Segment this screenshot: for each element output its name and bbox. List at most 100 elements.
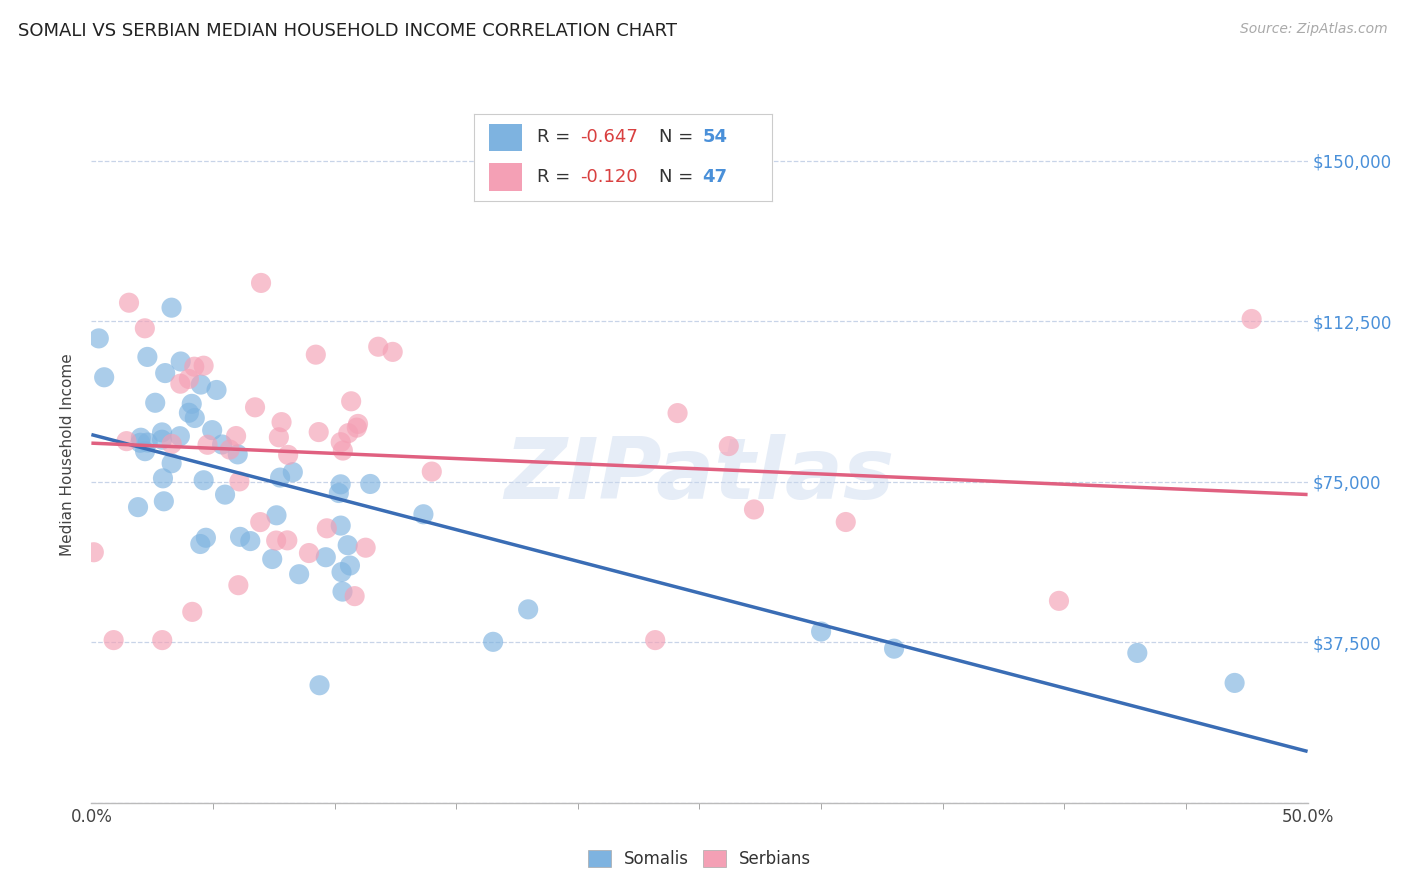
Point: [188, 537, 211, 551]
Point: [298, 546, 321, 560]
Point: [329, 477, 352, 491]
Point: [305, 348, 328, 362]
Point: [330, 565, 353, 579]
Point: [308, 678, 330, 692]
Point: [194, 531, 217, 545]
Point: [337, 426, 360, 441]
Point: [229, 530, 252, 544]
Point: [644, 633, 666, 648]
Point: [153, 366, 176, 380]
Point: [169, 429, 191, 443]
Point: [412, 508, 434, 522]
Point: [115, 434, 138, 449]
Text: SOMALI VS SERBIAN MEDIAN HOUSEHOLD INCOME CORRELATION CHART: SOMALI VS SERBIAN MEDIAN HOUSEHOLD INCOM…: [18, 22, 678, 40]
Point: [276, 533, 298, 548]
Point: [127, 500, 149, 515]
Point: [288, 567, 311, 582]
Point: [93, 370, 115, 384]
Point: [277, 448, 299, 462]
Point: [134, 444, 156, 458]
Point: [239, 534, 262, 549]
Point: [336, 538, 359, 552]
Point: [340, 394, 363, 409]
Point: [332, 584, 354, 599]
Point: [160, 437, 183, 451]
Point: [1047, 594, 1070, 608]
Point: [742, 502, 765, 516]
Point: [214, 487, 236, 501]
Point: [347, 417, 370, 431]
Point: [267, 430, 290, 444]
Point: [129, 431, 152, 445]
Point: [225, 429, 247, 443]
Point: [243, 401, 266, 415]
Text: Source: ZipAtlas.com: Source: ZipAtlas.com: [1240, 22, 1388, 37]
Point: [249, 515, 271, 529]
Point: [381, 344, 404, 359]
Point: [228, 475, 250, 489]
Point: [250, 276, 273, 290]
Point: [160, 456, 183, 470]
Point: [354, 541, 377, 555]
Point: [160, 301, 183, 315]
Point: [339, 558, 361, 573]
Point: [136, 435, 159, 450]
Point: [193, 359, 215, 373]
Point: [169, 376, 191, 391]
Point: [134, 321, 156, 335]
Point: [87, 331, 110, 345]
Point: [315, 550, 337, 565]
Point: [315, 521, 337, 535]
Point: [228, 578, 250, 592]
Point: [359, 477, 381, 491]
Point: [143, 396, 166, 410]
Point: [118, 295, 141, 310]
Point: [170, 354, 193, 368]
Point: [177, 406, 200, 420]
Point: [1126, 646, 1149, 660]
Point: [197, 438, 219, 452]
Point: [193, 473, 215, 487]
Point: [332, 443, 354, 458]
Legend: Somalis, Serbians: Somalis, Serbians: [581, 843, 818, 874]
Point: [190, 377, 212, 392]
Point: [346, 420, 368, 434]
Point: [270, 415, 292, 429]
Point: [218, 442, 240, 457]
Point: [153, 494, 176, 508]
Point: [150, 433, 173, 447]
Point: [308, 425, 330, 439]
Text: ZIPatlas: ZIPatlas: [505, 434, 894, 517]
Point: [883, 641, 905, 656]
Point: [136, 350, 159, 364]
Point: [269, 470, 291, 484]
Point: [281, 465, 304, 479]
Point: [367, 340, 389, 354]
Point: [201, 423, 224, 437]
Point: [183, 359, 205, 374]
Point: [150, 633, 173, 648]
Point: [666, 406, 689, 420]
Point: [181, 605, 204, 619]
Point: [152, 471, 174, 485]
Point: [262, 552, 284, 566]
Point: [482, 635, 505, 649]
Point: [343, 589, 366, 603]
Point: [180, 397, 202, 411]
Point: [329, 518, 352, 533]
Point: [328, 486, 350, 500]
Point: [264, 533, 287, 548]
Point: [1240, 312, 1263, 326]
Point: [205, 383, 228, 397]
Point: [226, 447, 249, 461]
Point: [83, 545, 105, 559]
Point: [129, 435, 152, 450]
Point: [420, 465, 443, 479]
Point: [150, 425, 173, 440]
Point: [266, 508, 288, 523]
Point: [1223, 676, 1246, 690]
Point: [211, 437, 233, 451]
Point: [329, 435, 352, 450]
Point: [810, 624, 832, 639]
Point: [835, 515, 858, 529]
